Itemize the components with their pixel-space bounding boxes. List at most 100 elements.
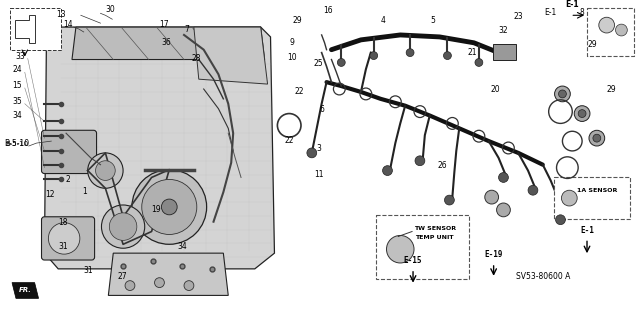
Polygon shape bbox=[194, 27, 268, 84]
FancyBboxPatch shape bbox=[554, 177, 630, 219]
FancyBboxPatch shape bbox=[42, 130, 97, 174]
Text: E-1: E-1 bbox=[566, 0, 579, 10]
Circle shape bbox=[593, 134, 601, 142]
Circle shape bbox=[184, 281, 194, 291]
Text: 19: 19 bbox=[152, 205, 161, 214]
Text: E-1: E-1 bbox=[545, 8, 557, 17]
Text: 28: 28 bbox=[191, 55, 200, 63]
Text: 36: 36 bbox=[161, 38, 172, 47]
Circle shape bbox=[574, 106, 590, 122]
Text: 29: 29 bbox=[292, 16, 302, 25]
Circle shape bbox=[88, 153, 123, 188]
Text: E-15: E-15 bbox=[404, 256, 422, 265]
Circle shape bbox=[559, 90, 566, 98]
Circle shape bbox=[599, 17, 614, 33]
FancyBboxPatch shape bbox=[587, 8, 634, 56]
Text: E-1: E-1 bbox=[580, 226, 594, 234]
Text: B-5-10: B-5-10 bbox=[4, 139, 29, 148]
Text: 26: 26 bbox=[438, 161, 447, 170]
Text: 7: 7 bbox=[184, 25, 189, 34]
Circle shape bbox=[497, 203, 510, 217]
Circle shape bbox=[307, 148, 317, 158]
Circle shape bbox=[154, 278, 164, 287]
Text: FR.: FR. bbox=[19, 287, 31, 293]
Text: 1: 1 bbox=[83, 187, 87, 196]
FancyBboxPatch shape bbox=[10, 8, 61, 50]
Circle shape bbox=[109, 213, 137, 241]
Circle shape bbox=[555, 86, 570, 102]
Circle shape bbox=[387, 235, 414, 263]
Polygon shape bbox=[44, 27, 275, 269]
Text: 17: 17 bbox=[159, 20, 169, 29]
Text: 23: 23 bbox=[513, 12, 523, 21]
Circle shape bbox=[528, 185, 538, 195]
Text: 18: 18 bbox=[58, 218, 68, 226]
Text: 13: 13 bbox=[56, 10, 66, 19]
Circle shape bbox=[499, 173, 508, 182]
Circle shape bbox=[142, 179, 197, 234]
Text: 22: 22 bbox=[284, 136, 294, 145]
Polygon shape bbox=[72, 27, 264, 60]
Text: SV53-80600 A: SV53-80600 A bbox=[516, 272, 570, 281]
Text: 16: 16 bbox=[324, 6, 333, 15]
Text: 11: 11 bbox=[314, 170, 323, 180]
Circle shape bbox=[445, 195, 454, 205]
Text: 15: 15 bbox=[12, 81, 22, 90]
Text: 21: 21 bbox=[467, 48, 477, 56]
Circle shape bbox=[337, 58, 345, 66]
Circle shape bbox=[95, 161, 115, 181]
Circle shape bbox=[484, 190, 499, 204]
Circle shape bbox=[589, 130, 605, 146]
Circle shape bbox=[49, 223, 80, 254]
Circle shape bbox=[370, 52, 378, 60]
Circle shape bbox=[406, 49, 414, 56]
Text: 6: 6 bbox=[319, 105, 324, 114]
Circle shape bbox=[415, 156, 425, 166]
Polygon shape bbox=[108, 253, 228, 295]
Text: 4: 4 bbox=[381, 16, 386, 25]
Text: 9: 9 bbox=[290, 38, 294, 47]
Text: 1A SENSOR: 1A SENSOR bbox=[577, 188, 617, 193]
Text: 33: 33 bbox=[15, 52, 25, 61]
Text: 10: 10 bbox=[287, 53, 297, 62]
Text: 30: 30 bbox=[106, 5, 115, 14]
Circle shape bbox=[161, 199, 177, 215]
Text: 5: 5 bbox=[430, 16, 435, 25]
Circle shape bbox=[475, 58, 483, 66]
Circle shape bbox=[561, 190, 577, 206]
Text: 14: 14 bbox=[63, 20, 73, 29]
FancyBboxPatch shape bbox=[42, 217, 95, 260]
Text: 34: 34 bbox=[12, 112, 22, 121]
Text: 20: 20 bbox=[491, 85, 500, 94]
Text: 3: 3 bbox=[316, 144, 321, 153]
Circle shape bbox=[616, 24, 627, 36]
FancyBboxPatch shape bbox=[493, 44, 516, 60]
Text: 22: 22 bbox=[294, 87, 304, 96]
Text: 12: 12 bbox=[45, 190, 55, 199]
Text: 32: 32 bbox=[499, 26, 508, 35]
Text: TEMP UNIT: TEMP UNIT bbox=[415, 235, 454, 241]
Text: 2: 2 bbox=[66, 175, 70, 184]
Text: 8: 8 bbox=[580, 8, 584, 17]
Text: 34: 34 bbox=[177, 242, 187, 251]
Circle shape bbox=[132, 170, 207, 244]
FancyBboxPatch shape bbox=[376, 215, 469, 279]
Text: 31: 31 bbox=[84, 266, 93, 275]
Text: TW SENSOR: TW SENSOR bbox=[413, 226, 456, 231]
Text: 27: 27 bbox=[117, 272, 127, 281]
Circle shape bbox=[556, 215, 565, 225]
Text: 29: 29 bbox=[607, 85, 616, 94]
Circle shape bbox=[125, 281, 135, 291]
Text: B-5-10: B-5-10 bbox=[5, 141, 29, 147]
Circle shape bbox=[444, 52, 451, 60]
Text: 25: 25 bbox=[314, 59, 323, 68]
Circle shape bbox=[383, 166, 392, 175]
Text: 31: 31 bbox=[58, 242, 68, 251]
Text: 29: 29 bbox=[587, 40, 596, 49]
Polygon shape bbox=[12, 283, 38, 298]
Text: E-19: E-19 bbox=[484, 250, 503, 259]
Circle shape bbox=[578, 110, 586, 117]
Circle shape bbox=[102, 205, 145, 248]
Text: 35: 35 bbox=[12, 97, 22, 106]
Text: 24: 24 bbox=[12, 65, 22, 74]
